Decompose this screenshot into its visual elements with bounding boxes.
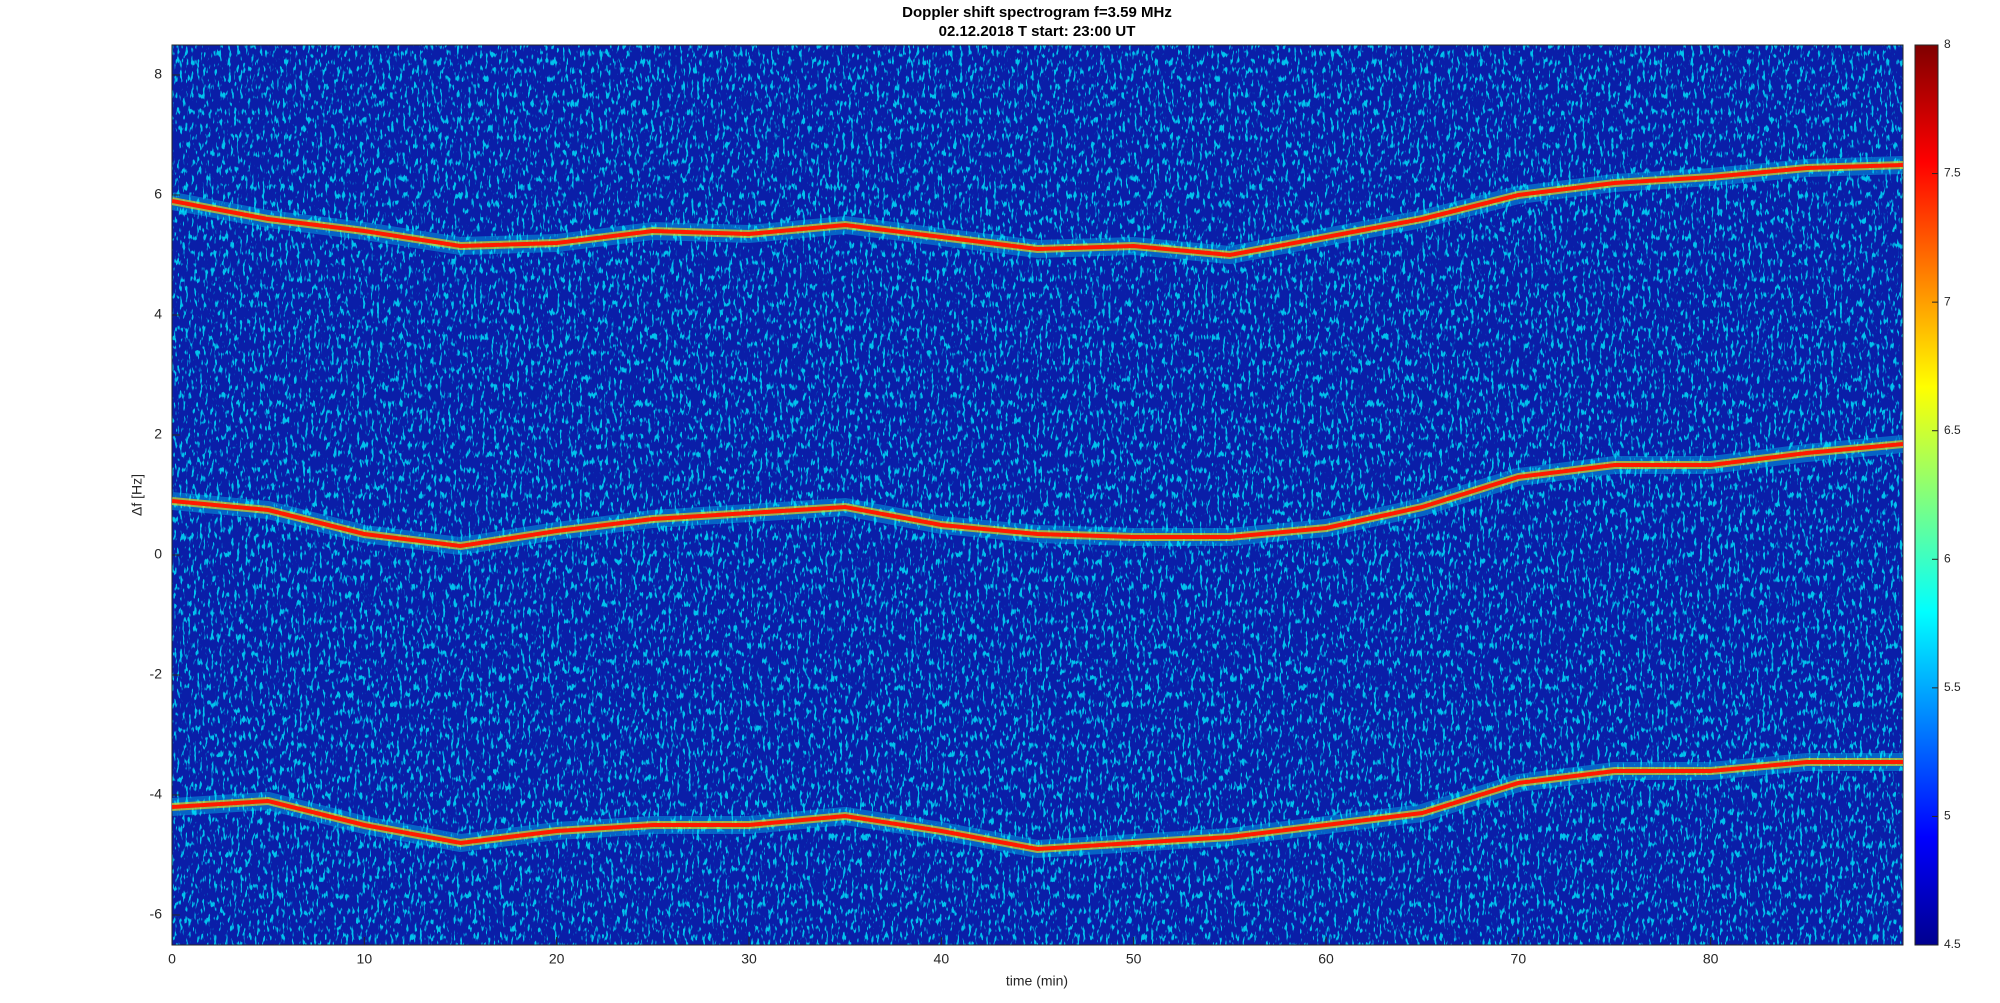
traces — [172, 156, 1903, 859]
y-tick-label: -2 — [150, 666, 163, 682]
colorbar-tick-label: 5 — [1944, 809, 1951, 823]
colorbar-tick-label: 5.5 — [1944, 680, 1961, 694]
x-axis-label: time (min) — [1006, 973, 1068, 989]
y-tick-label: 0 — [154, 546, 162, 562]
trace — [172, 163, 1903, 258]
colorbar-tick-label: 6 — [1944, 551, 1951, 565]
colorbar-tick-label: 6.5 — [1944, 423, 1961, 437]
colorbar-tick-label: 7 — [1944, 294, 1951, 308]
x-tick-label: 0 — [168, 951, 176, 967]
x-tick-label: 30 — [741, 951, 757, 967]
colorbar — [1914, 44, 1939, 946]
y-tick-label: -4 — [150, 786, 163, 802]
colorbar-tick-label: 8 — [1944, 37, 1951, 51]
x-tick-label: 50 — [1126, 951, 1142, 967]
x-tick-label: 70 — [1511, 951, 1527, 967]
trace — [172, 760, 1903, 852]
x-tick-label: 80 — [1703, 951, 1719, 967]
colorbar-tick-label: 7.5 — [1944, 166, 1961, 180]
chart-title: Doppler shift spectrogram f=3.59 MHz — [902, 4, 1172, 21]
y-axis-label: Δf [Hz] — [129, 474, 145, 516]
colorbar-tick-label: 4.5 — [1944, 937, 1961, 951]
x-tick-label: 60 — [1318, 951, 1334, 967]
x-tick-label: 10 — [357, 951, 373, 967]
trace — [172, 442, 1903, 549]
spectrogram-noise — [172, 45, 1903, 945]
plot-frame — [171, 44, 1904, 946]
y-tick-label: 6 — [154, 186, 162, 202]
y-tick-label: 8 — [154, 66, 162, 82]
x-tick-label: 20 — [549, 951, 565, 967]
y-tick-label: 4 — [154, 306, 162, 322]
chart-subtitle: 02.12.2018 T start: 23:00 UT — [939, 23, 1136, 40]
y-tick-label: -6 — [150, 906, 163, 922]
x-tick-label: 40 — [934, 951, 950, 967]
y-tick-label: 2 — [154, 426, 162, 442]
